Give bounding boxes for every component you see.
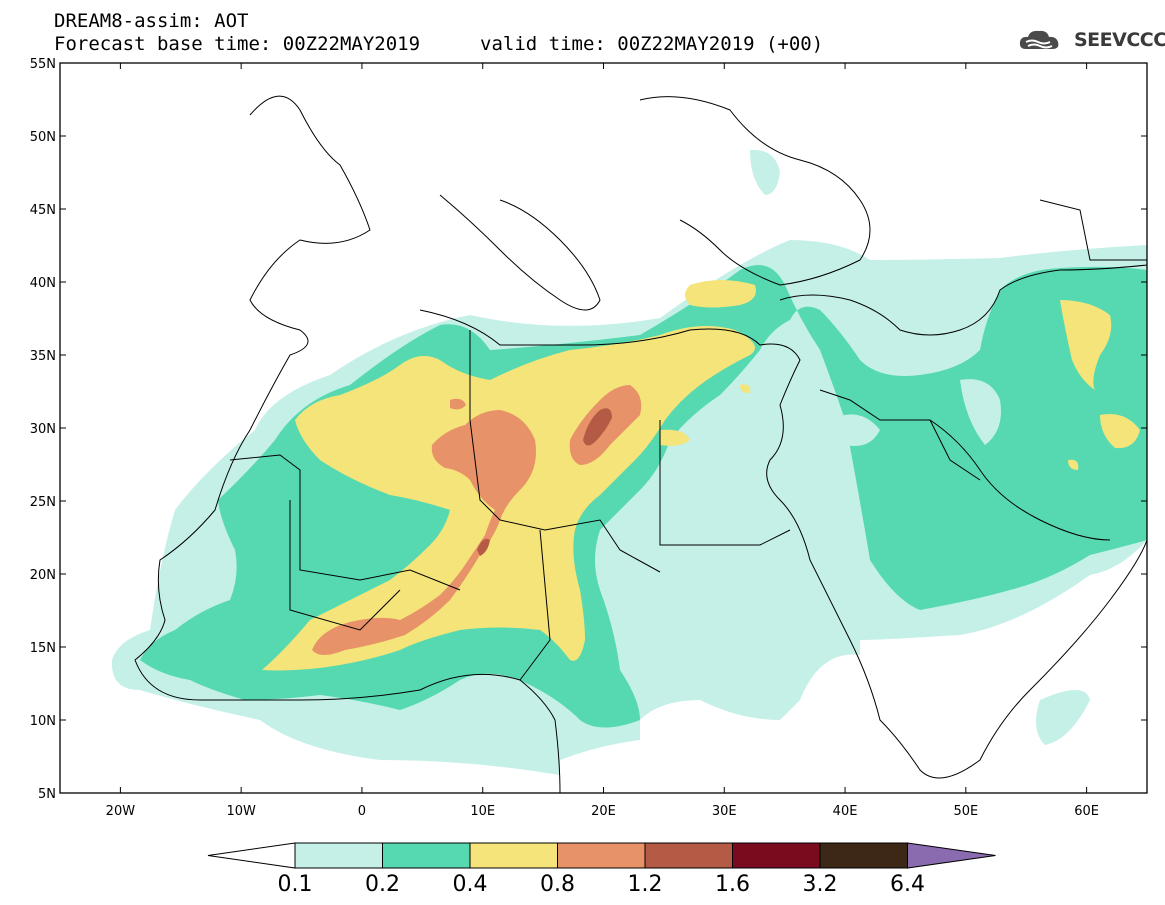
colorbar-swatch <box>382 842 471 869</box>
aot-band-0.1-inner <box>830 379 1001 446</box>
colorbar-label: 1.2 <box>627 872 663 897</box>
seevccc-logo: SEEVCCC <box>1018 27 1165 53</box>
lon-tick-label: 40E <box>833 804 858 819</box>
colorbar-label: 0.4 <box>452 872 488 897</box>
lat-tick-label: 15N <box>30 641 56 656</box>
lat-tick-label: 20N <box>30 568 56 583</box>
colorbar <box>207 842 996 869</box>
colorbar-label: 0.8 <box>540 872 575 897</box>
title-line-2: Forecast base time: 00Z22MAY2019 <box>54 33 421 55</box>
cloud-icon <box>1019 30 1059 49</box>
colorbar-over-triangle <box>907 842 996 869</box>
lat-tick-label: 35N <box>30 349 56 364</box>
lon-tick-label: 50E <box>953 804 978 819</box>
colorbar-label: 6.4 <box>890 872 925 897</box>
colorbar-label: 1.6 <box>715 872 750 897</box>
lat-axis: 55N 50N 45N 40N 35N 30N 25N 20N 15N 10N 5N <box>30 57 1147 802</box>
aot-field <box>111 149 1147 775</box>
lat-tick-label: 40N <box>30 276 56 291</box>
lat-tick-label: 10N <box>30 714 56 729</box>
colorbar-swatch <box>557 842 646 869</box>
lat-tick-label: 5N <box>38 787 56 802</box>
lon-tick-label: 10E <box>470 804 495 819</box>
lon-tick-label: 0 <box>358 804 366 819</box>
lon-tick-label: 30E <box>712 804 737 819</box>
colorbar-swatch <box>644 842 733 869</box>
colorbar-swatch <box>819 842 908 869</box>
country-borders <box>134 95 1147 793</box>
lon-tick-label: 10W <box>226 804 256 819</box>
lat-tick-label: 55N <box>30 57 56 72</box>
lon-tick-label: 20E <box>591 804 616 819</box>
title-line-1: DREAM8-assim: AOT <box>54 10 249 32</box>
valid-time: valid time: 00Z22MAY2019 (+00) <box>480 33 824 55</box>
aot-band-1.2 <box>477 408 612 556</box>
logo-text: SEEVCCC <box>1074 29 1165 51</box>
colorbar-under-triangle <box>207 842 296 869</box>
colorbar-swatch <box>294 842 383 869</box>
colorbar-label: 3.2 <box>802 872 838 897</box>
lat-tick-label: 50N <box>30 130 56 145</box>
colorbar-swatch <box>732 842 821 869</box>
colorbar-swatch <box>469 842 558 869</box>
lon-tick-label: 20W <box>106 804 136 819</box>
lat-tick-label: 30N <box>30 422 56 437</box>
lat-tick-label: 45N <box>30 203 56 218</box>
lon-axis: 20W 10W 0 10E 20E 30E 40E 50E 60E <box>106 63 1099 819</box>
colorbar-label: 0.2 <box>365 872 400 897</box>
colorbar-label: 0.1 <box>277 872 313 897</box>
lat-tick-label: 25N <box>30 495 56 510</box>
lon-tick-label: 60E <box>1074 804 1099 819</box>
